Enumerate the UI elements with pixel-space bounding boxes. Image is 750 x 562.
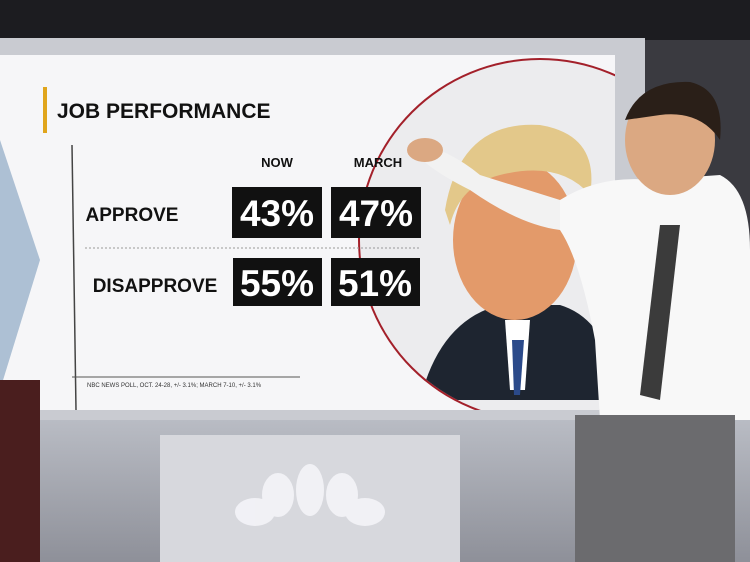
value-text: 55% xyxy=(240,263,314,304)
row-label: APPROVE xyxy=(86,205,179,226)
decor-pattern xyxy=(0,140,40,390)
column-header: MARCH xyxy=(354,155,402,170)
title: JOB PERFORMANCE xyxy=(57,100,271,123)
value-box xyxy=(232,187,322,238)
ceiling xyxy=(0,0,750,40)
value-text: 47% xyxy=(339,193,413,234)
row-label: DISAPPROVE xyxy=(93,276,218,297)
value-text: 43% xyxy=(240,193,314,234)
column-header: NOW xyxy=(261,155,294,170)
presenter xyxy=(407,81,750,562)
value-text: 51% xyxy=(338,263,412,304)
value-box xyxy=(331,187,421,238)
co-host xyxy=(0,380,40,562)
nbc-peacock-logo xyxy=(235,464,385,526)
title-accent xyxy=(43,87,47,133)
divider-vertical xyxy=(71,144,77,411)
value-box xyxy=(233,258,322,306)
value-box xyxy=(331,258,420,306)
footnote: NBC NEWS POLL, OCT. 24-28, +/- 3.1%; MAR… xyxy=(87,383,262,389)
